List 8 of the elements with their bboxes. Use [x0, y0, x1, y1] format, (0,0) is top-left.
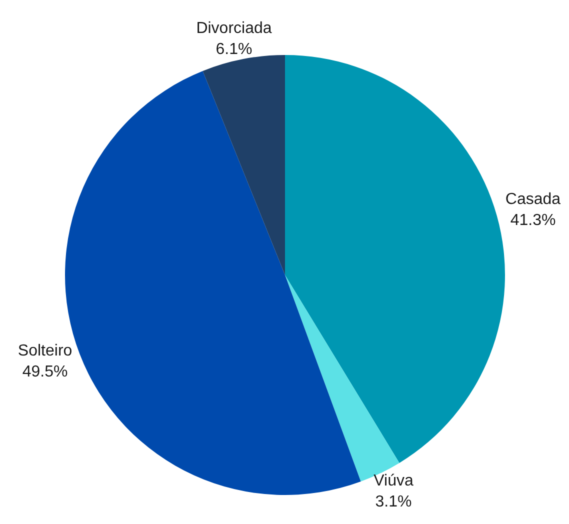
data-label: 41.3% [510, 212, 556, 229]
slice-label: Divorciada [196, 20, 272, 37]
data-label: 49.5% [22, 363, 68, 380]
slice-label: Casada [505, 190, 561, 208]
slice-label: Viúva [374, 472, 414, 490]
slice-label: Solteiro [18, 342, 72, 360]
data-label: 3.1% [375, 494, 412, 511]
data-label: 6.1% [216, 40, 252, 58]
